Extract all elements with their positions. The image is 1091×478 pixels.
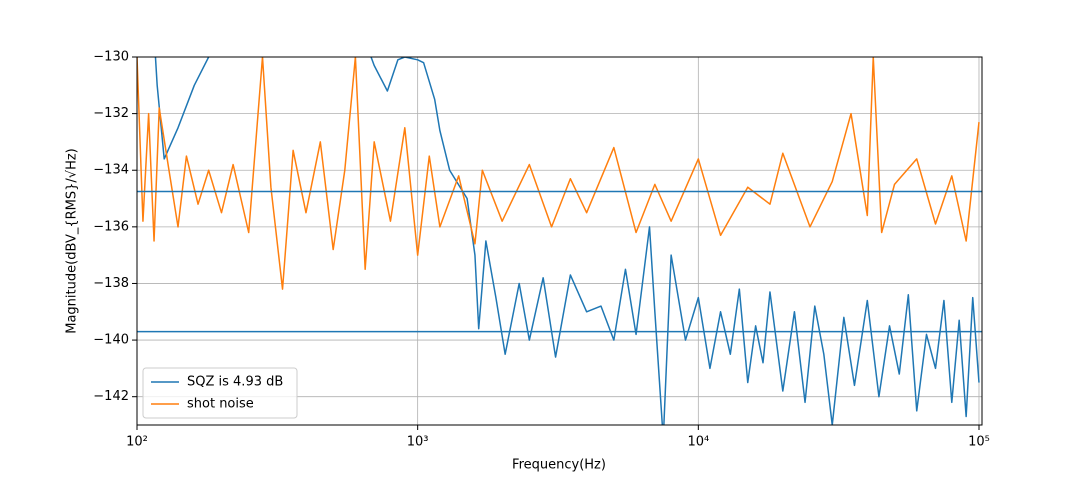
plot-area	[137, 57, 982, 425]
axes-frame	[136, 56, 983, 426]
y-tick-label: −142	[93, 389, 129, 404]
legend-label: SQZ is 4.93 dB	[187, 375, 283, 390]
x-tick-label: 10²	[126, 435, 148, 450]
y-tick-label: −132	[93, 106, 129, 121]
y-tick-label: −140	[93, 333, 129, 348]
x-tick-label: 10³	[407, 435, 429, 450]
legend-label: shot noise	[187, 397, 254, 412]
legend-box	[142, 367, 298, 419]
ticks: 10² 10³ 10⁴ 10⁵ −142 −140 −138 −136 −134 −132 −130	[93, 50, 990, 450]
legend: SQZ is 4.93 dB shot noise	[142, 367, 298, 419]
y-tick-label: −136	[93, 219, 129, 234]
y-tick-label: −138	[93, 276, 129, 291]
series-line	[154, 57, 980, 425]
y-axis-label: Magnitude(dBV_{RMS}/√Hz)	[65, 148, 80, 334]
y-tick-label: −134	[93, 163, 129, 178]
x-axis-label: Frequency(Hz)	[512, 458, 606, 473]
y-tick-label: −130	[93, 50, 129, 65]
x-tick-label: 10⁵	[968, 435, 990, 450]
x-tick-label: 10⁴	[687, 435, 709, 450]
